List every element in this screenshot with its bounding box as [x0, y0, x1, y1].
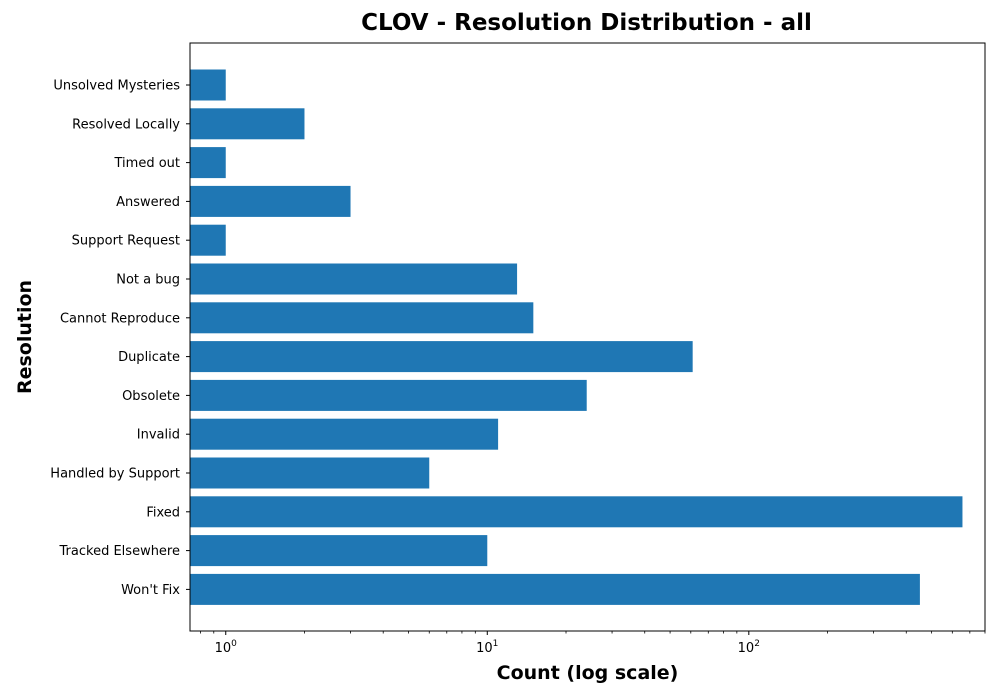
y-tick-label: Unsolved Mysteries: [53, 79, 180, 94]
bar: [190, 418, 499, 450]
bar: [190, 457, 430, 489]
y-tick-label: Answered: [116, 195, 180, 210]
bars-layer: [190, 69, 963, 605]
x-axis: 100 101 102: [200, 631, 986, 656]
y-tick-label: Handled by Support: [50, 467, 180, 482]
y-tick-label: Fixed: [146, 505, 180, 520]
y-tick-label: Obsolete: [122, 389, 180, 404]
x-axis-label: Count (log scale): [496, 662, 679, 684]
bar: [190, 263, 518, 295]
plot-frame: [189, 42, 986, 632]
y-tick-label: Resolved Locally: [72, 117, 180, 132]
y-tick-label: Tracked Elsewhere: [59, 544, 180, 559]
bar: [190, 147, 226, 179]
chart-title: CLOV - Resolution Distribution - all: [361, 10, 812, 36]
bar: [190, 108, 305, 140]
x-tick-label: 102: [738, 639, 760, 656]
y-axis: Unsolved Mysteries Resolved Locally Timed …: [50, 79, 190, 598]
y-tick-label: Not a bug: [116, 273, 180, 288]
y-tick-label: Support Request: [72, 234, 180, 249]
y-tick-label: Timed out: [114, 156, 181, 171]
y-tick-label: Invalid: [137, 428, 180, 443]
bar: [190, 535, 488, 567]
bar: [190, 496, 963, 528]
bar: [190, 573, 920, 605]
y-tick-label: Duplicate: [118, 350, 180, 365]
x-tick-label: 100: [215, 639, 238, 656]
bar: [190, 341, 693, 373]
bar: [190, 379, 587, 411]
bar: [190, 185, 351, 217]
x-tick-label: 101: [476, 639, 498, 656]
y-tick-label: Won't Fix: [121, 583, 180, 598]
bar: [190, 224, 226, 256]
bar: [190, 69, 226, 101]
bar: [190, 302, 534, 334]
y-tick-label: Cannot Reproduce: [60, 311, 180, 326]
